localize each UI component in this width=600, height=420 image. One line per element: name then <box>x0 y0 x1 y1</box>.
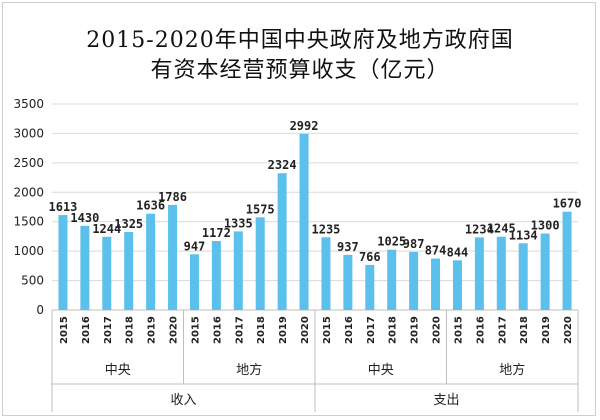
data-label: 844 <box>447 245 469 259</box>
chart-title-line-1: 2015-2020年中国中央政府及地方政府国 <box>86 28 514 53</box>
x-tick-label: 2015 <box>322 316 333 344</box>
bar <box>189 254 199 310</box>
bar <box>102 236 112 310</box>
data-label: 1025 <box>377 235 406 249</box>
x-tick-label: 2017 <box>497 316 508 344</box>
chart-title-line-2: 有资本经营预算收支（亿元） <box>150 58 450 83</box>
x-tick-label: 2017 <box>234 316 245 344</box>
bar <box>540 233 550 310</box>
bar <box>474 237 484 310</box>
bar <box>496 236 506 310</box>
x-tick-label: 2018 <box>519 316 530 344</box>
bar <box>277 173 287 310</box>
x-tick-label: 2017 <box>366 316 377 344</box>
data-label: 1234 <box>465 222 494 236</box>
bar <box>321 237 331 310</box>
data-label: 1245 <box>487 222 516 236</box>
subgroup-label: 中央 <box>105 363 131 378</box>
data-label: 1636 <box>136 199 165 213</box>
x-tick-label: 2016 <box>212 316 223 344</box>
bar <box>168 204 178 310</box>
bar <box>365 264 375 310</box>
x-tick-label: 2015 <box>59 316 70 344</box>
data-label: 1235 <box>312 222 341 236</box>
y-tick-label: 1000 <box>13 244 44 258</box>
x-tick-label: 2018 <box>388 316 399 344</box>
group-label: 支出 <box>433 393 459 408</box>
subgroup-label: 地方 <box>499 362 525 378</box>
data-label: 1786 <box>158 190 187 204</box>
y-tick-label: 3000 <box>13 126 44 140</box>
bar <box>146 213 156 310</box>
subgroup-label: 地方 <box>236 362 262 378</box>
x-tick-label: 2019 <box>147 316 158 344</box>
data-label: 1613 <box>49 200 78 214</box>
y-tick-label: 1500 <box>13 215 44 229</box>
x-tick-label: 2017 <box>103 316 114 344</box>
chart-frame <box>2 2 596 416</box>
x-tick-label: 2018 <box>125 316 136 344</box>
bar <box>387 249 397 310</box>
data-label: 1430 <box>70 211 99 225</box>
data-label: 1244 <box>92 222 121 236</box>
x-tick-label: 2015 <box>190 316 201 344</box>
bar <box>255 217 265 310</box>
x-tick-label: 2020 <box>432 316 443 344</box>
data-label: 937 <box>337 240 359 254</box>
bar <box>299 133 309 310</box>
bar <box>124 232 134 310</box>
bar <box>452 260 462 310</box>
bar <box>518 243 528 310</box>
data-label: 1335 <box>224 216 253 230</box>
bar <box>343 254 353 310</box>
data-label: 2324 <box>268 158 297 172</box>
bar <box>562 211 572 310</box>
y-tick-label: 3500 <box>13 97 44 111</box>
data-label: 766 <box>359 250 381 264</box>
x-tick-label: 2016 <box>475 316 486 344</box>
bar <box>58 215 68 310</box>
bar <box>409 251 419 310</box>
x-tick-label: 2018 <box>256 316 267 344</box>
x-tick-label: 2015 <box>453 316 464 344</box>
bar <box>80 225 90 310</box>
y-tick-label: 500 <box>21 274 44 288</box>
data-label: 987 <box>403 237 425 251</box>
y-tick-label: 0 <box>36 303 44 317</box>
data-label: 1172 <box>202 226 231 240</box>
x-tick-label: 2020 <box>563 316 574 344</box>
y-tick-label: 2500 <box>13 156 44 170</box>
data-label: 1300 <box>531 218 560 232</box>
bar <box>211 241 221 310</box>
data-label: 947 <box>184 239 206 253</box>
bar <box>431 258 441 310</box>
x-tick-label: 2020 <box>300 316 311 344</box>
data-label: 1134 <box>509 228 538 242</box>
bar <box>233 231 243 310</box>
y-tick-label: 2000 <box>13 185 44 199</box>
x-tick-label: 2020 <box>169 316 180 344</box>
group-label: 收入 <box>170 393 196 408</box>
x-tick-label: 2016 <box>344 316 355 344</box>
data-label: 874 <box>425 244 447 258</box>
x-tick-label: 2019 <box>410 316 421 344</box>
x-tick-label: 2019 <box>541 316 552 344</box>
subgroup-label: 中央 <box>368 363 394 378</box>
data-label: 2992 <box>290 119 319 133</box>
data-label: 1575 <box>246 202 275 216</box>
data-label: 1325 <box>114 217 143 231</box>
x-tick-label: 2016 <box>81 316 92 344</box>
data-label: 1670 <box>553 197 582 211</box>
x-tick-label: 2019 <box>278 316 289 344</box>
